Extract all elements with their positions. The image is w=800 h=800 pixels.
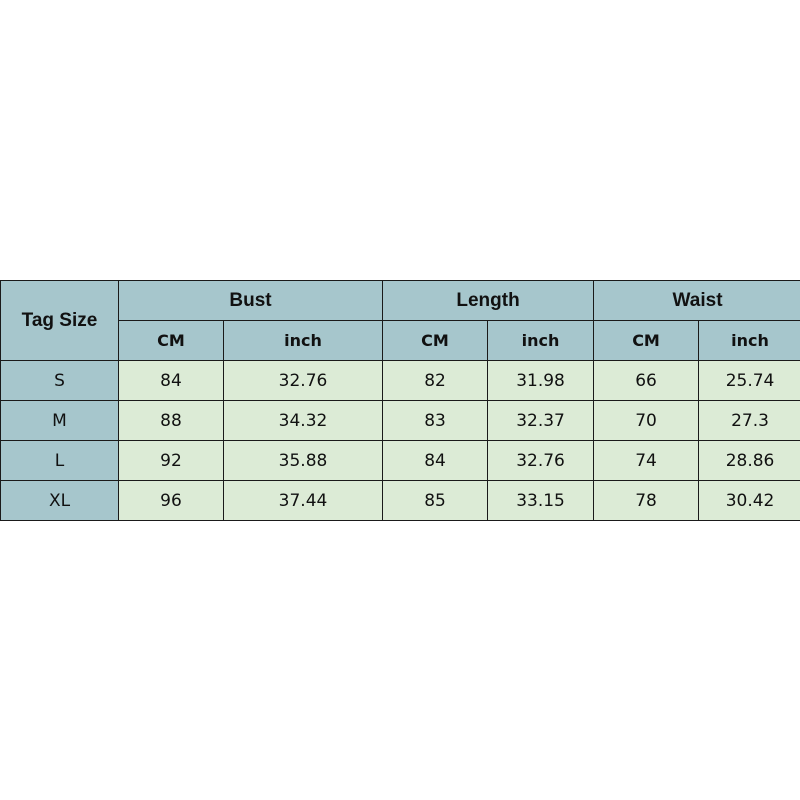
measurement-cell: 83 (382, 400, 489, 441)
unit-header: CM (382, 320, 489, 361)
measurement-cell: 35.88 (222, 440, 384, 481)
measurement-cell: 27.3 (698, 400, 800, 441)
waist-header: Waist (593, 280, 800, 321)
table-row: M 88 34.32 83 32.37 70 27.3 (0, 400, 800, 441)
table-row: S 84 32.76 82 31.98 66 25.74 (0, 360, 800, 401)
measurement-cell: 78 (593, 480, 700, 521)
measurement-cell: 28.86 (698, 440, 800, 481)
measurement-cell: 92 (118, 440, 224, 481)
measurement-cell: 85 (382, 480, 489, 521)
measurement-cell: 25.74 (698, 360, 800, 401)
measurement-cell: 88 (118, 400, 224, 441)
size-cell: S (0, 360, 119, 401)
unit-header: inch (487, 320, 595, 361)
measurement-cell: 33.15 (487, 480, 595, 521)
length-header: Length (382, 280, 595, 321)
measurement-cell: 96 (118, 480, 224, 521)
measurement-cell: 84 (118, 360, 224, 401)
measurement-cell: 84 (382, 440, 489, 481)
bust-header: Bust (117, 280, 384, 321)
table-row: L 92 35.88 84 32.76 74 28.86 (0, 440, 800, 481)
unit-header: inch (698, 320, 800, 361)
measurement-cell: 32.76 (487, 440, 595, 481)
size-cell: L (0, 440, 119, 481)
header-row-units: CM inch CM inch CM inch (1, 320, 800, 361)
table-row: XL 96 37.44 85 33.15 78 30.42 (0, 480, 800, 521)
measurement-cell: 74 (593, 440, 700, 481)
measurement-cell: 66 (593, 360, 700, 401)
measurement-cell: 82 (382, 360, 489, 401)
size-cell: XL (0, 480, 119, 521)
measurement-cell: 37.44 (222, 480, 384, 521)
size-cell: M (0, 400, 119, 441)
header-row-groups: Tag Size Bust Length Waist (0, 280, 800, 361)
measurement-cell: 70 (593, 400, 700, 441)
measurement-cell: 32.76 (222, 360, 384, 401)
measurement-cell: 31.98 (487, 360, 595, 401)
measurement-cell: 30.42 (698, 480, 800, 521)
size-chart-table: Tag Size Bust Length Waist CM inch CM in… (0, 280, 800, 521)
tag-size-header: Tag Size (0, 280, 119, 361)
unit-header: CM (118, 320, 224, 361)
unit-header: CM (593, 320, 700, 361)
measurement-cell: 32.37 (487, 400, 595, 441)
measurement-cell: 34.32 (222, 400, 384, 441)
unit-header: inch (222, 320, 384, 361)
